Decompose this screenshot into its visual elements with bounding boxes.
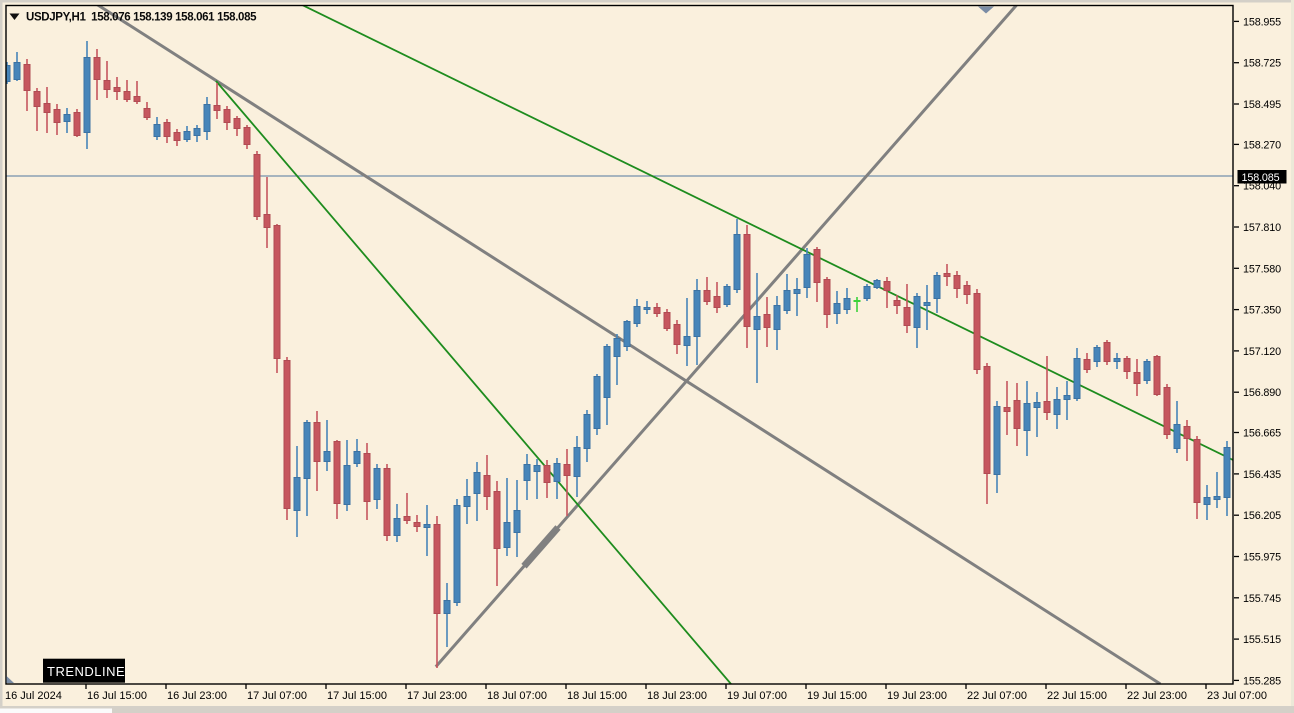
svg-text:158.040: 158.040 [1243, 181, 1281, 193]
svg-text:158.495: 158.495 [1243, 99, 1281, 111]
svg-text:19 Jul 07:00: 19 Jul 07:00 [727, 690, 787, 702]
svg-text:22 Jul 07:00: 22 Jul 07:00 [967, 690, 1027, 702]
svg-text:156.205: 156.205 [1243, 510, 1281, 522]
svg-text:158.270: 158.270 [1243, 139, 1281, 151]
svg-text:18 Jul 07:00: 18 Jul 07:00 [487, 690, 547, 702]
svg-text:155.975: 155.975 [1243, 552, 1281, 564]
svg-text:155.285: 155.285 [1243, 675, 1281, 687]
svg-text:157.580: 157.580 [1243, 263, 1281, 275]
svg-text:155.515: 155.515 [1243, 634, 1281, 646]
svg-text:157.350: 157.350 [1243, 305, 1281, 317]
svg-text:158.085: 158.085 [1242, 172, 1280, 184]
svg-text:23 Jul 07:00: 23 Jul 07:00 [1207, 690, 1267, 702]
svg-text:22 Jul 15:00: 22 Jul 15:00 [1047, 690, 1107, 702]
svg-text:18 Jul 23:00: 18 Jul 23:00 [647, 690, 707, 702]
svg-text:22 Jul 23:00: 22 Jul 23:00 [1127, 690, 1187, 702]
svg-text:17 Jul 23:00: 17 Jul 23:00 [407, 690, 467, 702]
svg-text:17 Jul 07:00: 17 Jul 07:00 [247, 690, 307, 702]
svg-text:16 Jul 15:00: 16 Jul 15:00 [87, 690, 147, 702]
svg-text:158.955: 158.955 [1243, 16, 1281, 28]
svg-text:18 Jul 15:00: 18 Jul 15:00 [567, 690, 627, 702]
svg-text:17 Jul 15:00: 17 Jul 15:00 [327, 690, 387, 702]
svg-text:19 Jul 15:00: 19 Jul 15:00 [807, 690, 867, 702]
svg-text:157.120: 157.120 [1243, 346, 1281, 358]
svg-text:156.435: 156.435 [1243, 469, 1281, 481]
svg-text:157.810: 157.810 [1243, 222, 1281, 234]
svg-text:155.745: 155.745 [1243, 593, 1281, 605]
svg-text:TRENDLINE: TRENDLINE [47, 664, 125, 679]
svg-text:19 Jul 23:00: 19 Jul 23:00 [887, 690, 947, 702]
svg-text:USDJPY,H1 158.076 158.139 158: USDJPY,H1 158.076 158.139 158.061 158.08… [26, 12, 257, 24]
svg-text:16 Jul 23:00: 16 Jul 23:00 [167, 690, 227, 702]
svg-text:156.665: 156.665 [1243, 428, 1281, 440]
svg-text:16 Jul 2024: 16 Jul 2024 [5, 690, 62, 702]
svg-text:156.890: 156.890 [1243, 387, 1281, 399]
svg-text:158.725: 158.725 [1243, 58, 1281, 70]
